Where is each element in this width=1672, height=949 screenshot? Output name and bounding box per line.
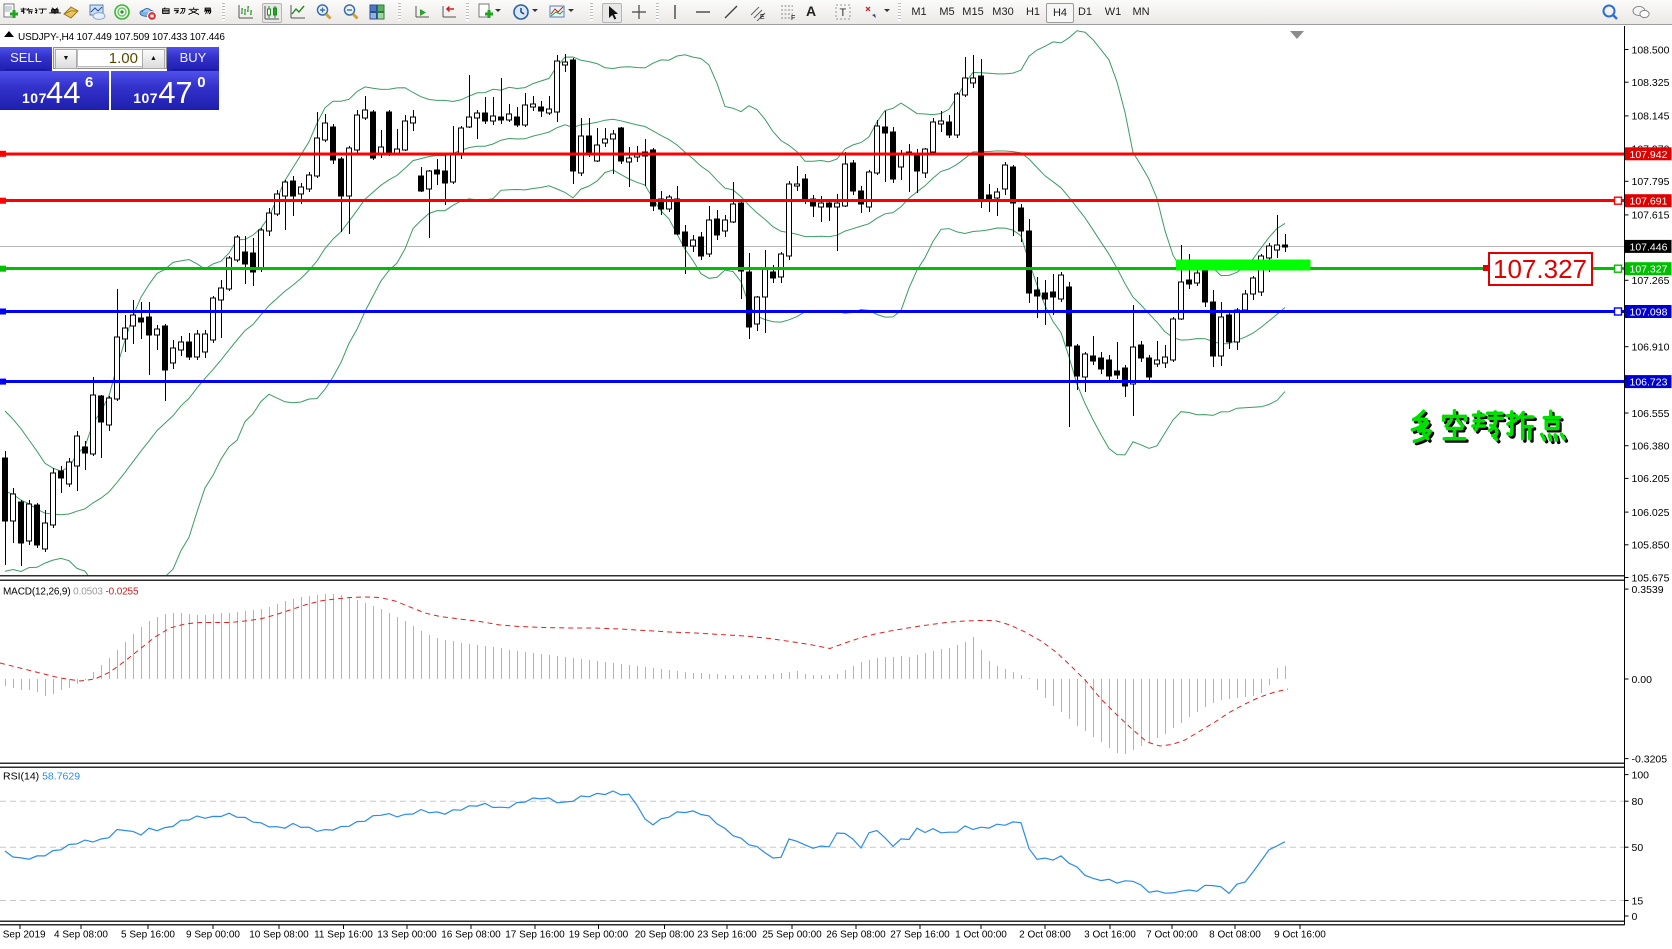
svg-text:7 Oct 00:00: 7 Oct 00:00: [1146, 930, 1198, 941]
svg-text:107.795: 107.795: [1632, 176, 1670, 188]
svg-text:107.691: 107.691: [1630, 196, 1668, 208]
svg-text:106.380: 106.380: [1632, 441, 1670, 453]
svg-text:107.446: 107.446: [1630, 241, 1668, 253]
svg-text:E: E: [760, 14, 765, 21]
svg-text:50: 50: [1632, 842, 1644, 854]
svg-text:107.327: 107.327: [1630, 264, 1668, 276]
svg-text:107.327: 107.327: [1493, 254, 1587, 284]
svg-text:USDJPY-,H4 107.449 107.509 10: USDJPY-,H4 107.449 107.509 107.433 107.4…: [18, 32, 225, 43]
svg-text:108.145: 108.145: [1632, 111, 1670, 123]
svg-text:25 Sep 00:00: 25 Sep 00:00: [762, 930, 822, 941]
svg-text:-0.3205: -0.3205: [1632, 753, 1668, 765]
svg-text:3 Oct 16:00: 3 Oct 16:00: [1084, 930, 1136, 941]
svg-text:106.205: 106.205: [1632, 473, 1670, 485]
svg-text:13 Sep 00:00: 13 Sep 00:00: [377, 930, 437, 941]
svg-text:27 Sep 16:00: 27 Sep 16:00: [890, 930, 950, 941]
svg-text:0: 0: [1632, 911, 1638, 923]
svg-text:106.555: 106.555: [1632, 408, 1670, 420]
svg-text:9 Oct 16:00: 9 Oct 16:00: [1274, 930, 1326, 941]
svg-text:0.3539: 0.3539: [1632, 584, 1664, 596]
svg-text:0.00: 0.00: [1632, 674, 1653, 686]
svg-text:106.025: 106.025: [1632, 507, 1670, 519]
svg-text:105.675: 105.675: [1632, 572, 1670, 584]
svg-text:17 Sep 16:00: 17 Sep 16:00: [505, 930, 565, 941]
svg-text:107.942: 107.942: [1630, 149, 1668, 161]
svg-text:16 Sep 08:00: 16 Sep 08:00: [441, 930, 501, 941]
svg-text:F: F: [791, 15, 795, 21]
svg-text:107.098: 107.098: [1630, 307, 1668, 319]
svg-text:4 Sep 08:00: 4 Sep 08:00: [54, 930, 108, 941]
svg-text:5 Sep 16:00: 5 Sep 16:00: [121, 930, 175, 941]
svg-text:15: 15: [1632, 895, 1644, 907]
svg-text:20 Sep 08:00: 20 Sep 08:00: [635, 930, 695, 941]
svg-text:2 Oct 08:00: 2 Oct 08:00: [1019, 930, 1071, 941]
svg-text:100: 100: [1632, 769, 1650, 781]
svg-text:11 Sep 16:00: 11 Sep 16:00: [314, 930, 373, 941]
svg-text:26 Sep 08:00: 26 Sep 08:00: [826, 930, 886, 941]
svg-text:9 Sep 00:00: 9 Sep 00:00: [186, 930, 240, 941]
svg-text:1 Oct 00:00: 1 Oct 00:00: [955, 930, 1007, 941]
svg-text:10 Sep 08:00: 10 Sep 08:00: [249, 930, 309, 941]
svg-text:8 Oct 08:00: 8 Oct 08:00: [1209, 930, 1261, 941]
svg-text:23 Sep 16:00: 23 Sep 16:00: [697, 930, 757, 941]
svg-text:19 Sep 00:00: 19 Sep 00:00: [569, 930, 629, 941]
svg-text:107.615: 107.615: [1632, 210, 1670, 222]
svg-text:RSI(14) 58.7629: RSI(14) 58.7629: [3, 771, 80, 783]
svg-text:105.850: 105.850: [1632, 540, 1670, 552]
svg-text:106.910: 106.910: [1632, 342, 1670, 354]
svg-text:3 Sep 2019: 3 Sep 2019: [0, 930, 46, 941]
svg-text:80: 80: [1632, 796, 1644, 808]
svg-text:MACD(12,26,9) 0.0503 -0.0255: MACD(12,26,9) 0.0503 -0.0255: [3, 587, 139, 598]
svg-text:106.723: 106.723: [1630, 377, 1668, 389]
svg-text:108.325: 108.325: [1632, 77, 1670, 89]
svg-text:108.500: 108.500: [1632, 44, 1670, 56]
svg-text:107.265: 107.265: [1632, 275, 1670, 287]
svg-text:T: T: [840, 7, 847, 19]
